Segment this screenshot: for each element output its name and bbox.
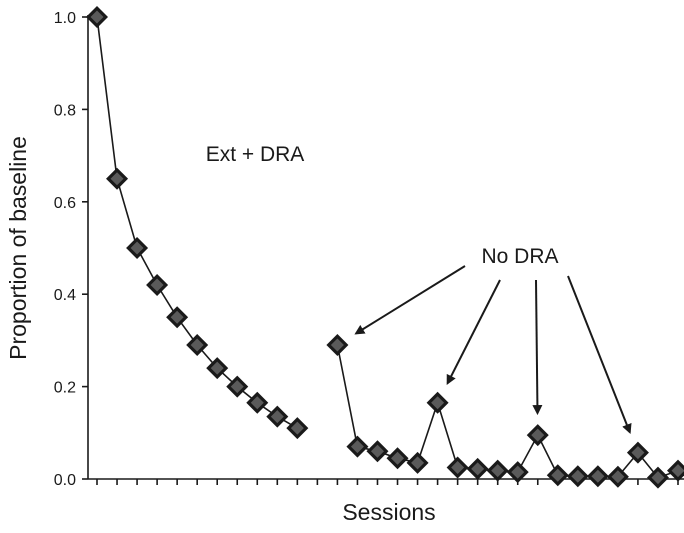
data-point <box>626 441 649 464</box>
y-tick-label: 0.6 <box>54 195 76 212</box>
data-point-fill <box>330 338 344 352</box>
data-point <box>486 459 509 482</box>
data-point <box>466 457 489 480</box>
data-point-fill <box>170 310 184 324</box>
data-point-fill <box>250 396 264 410</box>
data-point-fill <box>90 10 104 24</box>
y-tick-label: 0.8 <box>54 102 76 119</box>
data-point-fill <box>391 451 405 465</box>
axes <box>87 15 684 480</box>
data-point <box>326 334 349 357</box>
x-ticks <box>96 479 679 485</box>
data-point <box>286 417 309 440</box>
data-point <box>226 375 249 398</box>
no-dra-arrow <box>446 279 501 385</box>
data-point <box>526 424 549 447</box>
series-line-segment-1 <box>96 16 298 429</box>
y-ticks: 0.0 0.2 0.4 0.6 0.8 1.0 <box>54 10 88 489</box>
x-axis-label: Sessions <box>342 499 435 525</box>
data-point-fill <box>571 469 585 483</box>
data-point-fill <box>411 456 425 470</box>
data-point <box>366 440 389 463</box>
data-point-fill <box>471 462 485 476</box>
data-point <box>186 334 209 357</box>
data-point <box>506 461 529 484</box>
data-point-fill <box>651 471 665 485</box>
data-point <box>126 237 149 259</box>
data-point-fill <box>190 338 204 352</box>
y-axis-label: Proportion of baseline <box>5 136 31 360</box>
data-point-fill <box>290 421 304 435</box>
data-point <box>346 435 369 458</box>
data-point-fill <box>491 464 505 478</box>
data-point-fill <box>451 460 465 474</box>
series-lines <box>96 16 679 479</box>
no-dra-arrow <box>354 265 466 335</box>
data-point <box>546 464 569 487</box>
data-point <box>586 465 609 488</box>
data-point-fill <box>551 468 565 482</box>
data-point <box>406 451 429 474</box>
data-point <box>146 273 169 296</box>
data-point <box>206 357 229 380</box>
data-point <box>606 465 629 488</box>
data-point-fill <box>130 241 144 255</box>
data-point-fill <box>671 464 684 478</box>
y-tick-label: 0.0 <box>54 472 76 489</box>
ext-dra-annotation: Ext + DRA <box>206 143 305 166</box>
data-point <box>566 465 589 488</box>
data-point-fill <box>370 444 384 458</box>
data-point <box>246 391 269 414</box>
data-point-fill <box>110 172 124 186</box>
data-point <box>446 456 469 479</box>
data-point-fill <box>270 410 284 424</box>
no-dra-arrows <box>354 265 632 435</box>
data-point-fill <box>611 470 625 484</box>
data-point-fill <box>511 465 525 479</box>
y-tick-label: 0.4 <box>54 287 76 304</box>
data-point-fill <box>631 446 645 460</box>
data-point-fill <box>531 428 545 442</box>
data-point-fill <box>210 361 224 375</box>
data-point <box>106 167 129 190</box>
data-point-fill <box>431 396 445 410</box>
data-point <box>166 306 189 329</box>
y-tick-label: 1.0 <box>54 10 76 27</box>
data-point-fill <box>230 380 244 394</box>
data-point-fill <box>150 278 164 292</box>
data-point <box>266 405 289 428</box>
data-point <box>386 447 409 470</box>
data-point <box>667 459 684 482</box>
y-tick-label: 0.2 <box>54 380 76 397</box>
data-markers <box>86 6 684 489</box>
data-point-fill <box>350 440 364 454</box>
no-dra-annotation: No DRA <box>481 245 558 268</box>
data-point <box>426 391 449 414</box>
no-dra-arrow <box>567 275 632 435</box>
no-dra-arrow <box>532 279 543 416</box>
data-point <box>646 466 669 489</box>
data-point-fill <box>591 469 605 483</box>
data-point <box>86 6 108 28</box>
